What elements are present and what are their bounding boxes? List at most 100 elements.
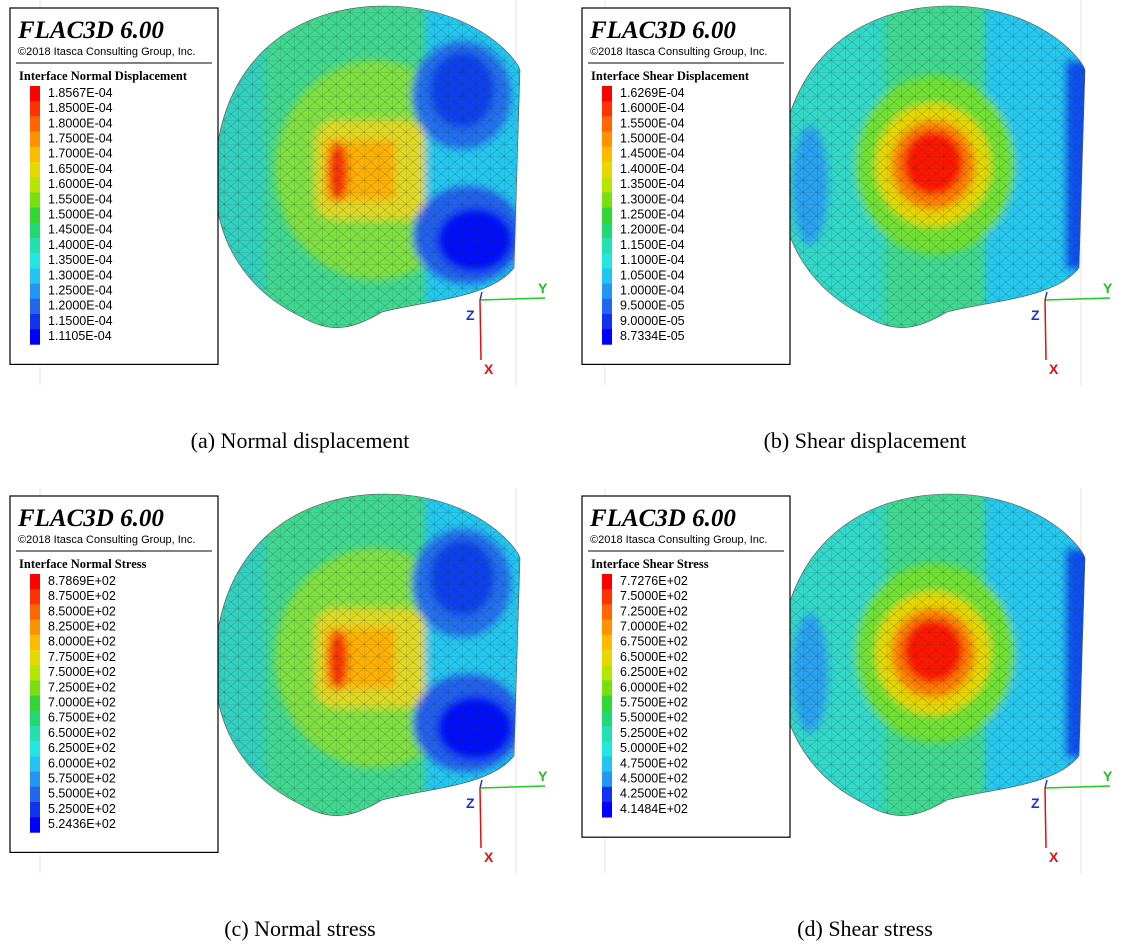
legend-swatch [602,574,612,590]
legend-label: 6.2500E+02 [620,665,688,679]
legend-swatch [602,238,612,254]
legend-label: 7.5000E+02 [620,589,688,603]
legend-label: 1.6000E-04 [48,177,113,191]
legend-header: FLAC3D 6.00 [17,17,164,44]
axis-z [480,780,482,788]
legend-box [582,8,790,364]
legend-swatch [602,696,612,712]
legend-swatch [30,574,40,590]
axis-label-z: Z [466,795,475,811]
legend-label: 1.2000E-04 [620,223,685,237]
axes-triad: YZX [1031,768,1113,865]
legend-label: 1.2000E-04 [48,299,113,313]
legend-swatch [602,132,612,148]
legend-label: 1.0000E-04 [620,283,685,297]
legend-label: 7.0000E+02 [620,619,688,633]
legend-swatch [602,192,612,208]
panel: YZXFLAC3D 6.00©2018 Itasca Consulting Gr… [10,488,548,941]
legend-label: 1.7000E-04 [48,147,113,161]
legend-swatch [30,223,40,239]
mesh [765,0,1095,340]
axis-x [1045,788,1046,848]
legend-swatch [30,116,40,131]
axis-label-y: Y [1103,280,1113,296]
legend-swatch [30,253,40,269]
legend-swatch [602,665,612,681]
legend-label: 7.7500E+02 [48,650,116,664]
legend-label: 7.7276E+02 [620,574,688,588]
axis-label-z: Z [1031,795,1040,811]
legend-swatch [602,802,612,818]
axis-label-x: X [484,361,494,377]
axis-label-x: X [484,849,494,865]
axis-label-x: X [1049,361,1059,377]
legend-label: 1.5500E-04 [620,116,685,130]
legend-swatch [30,132,40,148]
legend-label: 1.2500E-04 [620,207,685,221]
legend-label: 1.5000E-04 [620,131,685,145]
legend-swatch [30,756,40,772]
legend-label: 7.2500E+02 [48,680,116,694]
legend-swatch [602,314,612,330]
legend-label: 6.2500E+02 [48,741,116,755]
legend-label: 1.8000E-04 [48,116,113,130]
legend-box [10,8,218,364]
legend-label: 7.5000E+02 [48,665,116,679]
legend-swatch [602,711,612,727]
legend: FLAC3D 6.00 ©2018 Itasca Consulting Group… [582,8,790,364]
copyright: ©2018 Itasca Consulting Group, Inc. [590,534,767,546]
legend-label: 1.1500E-04 [48,314,113,328]
legend-swatch [30,802,40,818]
axis-label-z: Z [466,307,475,323]
legend-title: Interface Shear Displacement [591,69,750,83]
legend-label: 8.7334E-05 [620,329,685,343]
legend-label: 1.3500E-04 [620,177,685,191]
legend-swatch [30,299,40,315]
legend-swatch [602,162,612,178]
copyright: ©2018 Itasca Consulting Group, Inc. [590,46,767,58]
legend-label: 1.4500E-04 [48,223,113,237]
legend-header: FLAC3D 6.00 [589,505,736,532]
legend-label: 5.7500E+02 [48,771,116,785]
legend-swatch [602,86,612,102]
axis-y [1045,786,1110,788]
panel: Y Z X FLAC3D 6.00 ©2018 Itasca Consulting Gr… [582,0,1113,453]
legend-swatch [602,208,612,224]
legend-swatch [602,726,612,742]
legend-label: 1.3500E-04 [48,253,113,267]
legend-swatch [30,620,40,636]
legend-label: 1.5000E-04 [48,207,113,221]
legend-swatch [30,284,40,300]
axis-label-y: Y [538,768,548,784]
axis-x [480,788,481,848]
legend-label: 6.5000E+02 [48,726,116,740]
legend-label: 8.7500E+02 [48,589,116,603]
axis-z [480,292,482,300]
contour-plot [200,0,535,340]
legend-swatch [602,253,612,269]
axis-y [480,298,545,300]
legend-label: 1.8567E-04 [48,86,113,100]
axis-label-z: Z [1031,307,1040,323]
legend-label: 5.2436E+02 [48,817,116,831]
legend-swatch [602,268,612,284]
figure: YZXFLAC3D 6.00©2018 Itasca Consulting Gr… [0,0,1141,951]
legend-label: 1.2500E-04 [48,283,113,297]
axis-x [1045,300,1046,360]
legend-header: FLAC3D 6.00 [589,17,736,44]
legend-label: 7.2500E+02 [620,604,688,618]
legend-label: 6.5000E+02 [620,650,688,664]
axes-triad: YZX [466,280,548,377]
legend-label: 6.0000E+02 [620,680,688,694]
legend-swatch [602,116,612,131]
legend-label: 1.1000E-04 [620,253,685,267]
legend-label: 1.3000E-04 [48,268,113,282]
legend-label: 8.0000E+02 [48,635,116,649]
caption: (c) Normal stress [224,916,376,941]
legend-label: 1.6269E-04 [620,86,685,100]
legend-title: Interface Shear Stress [591,557,709,571]
legend-swatch [30,208,40,224]
legend-swatch [30,711,40,727]
legend-swatch [602,756,612,772]
